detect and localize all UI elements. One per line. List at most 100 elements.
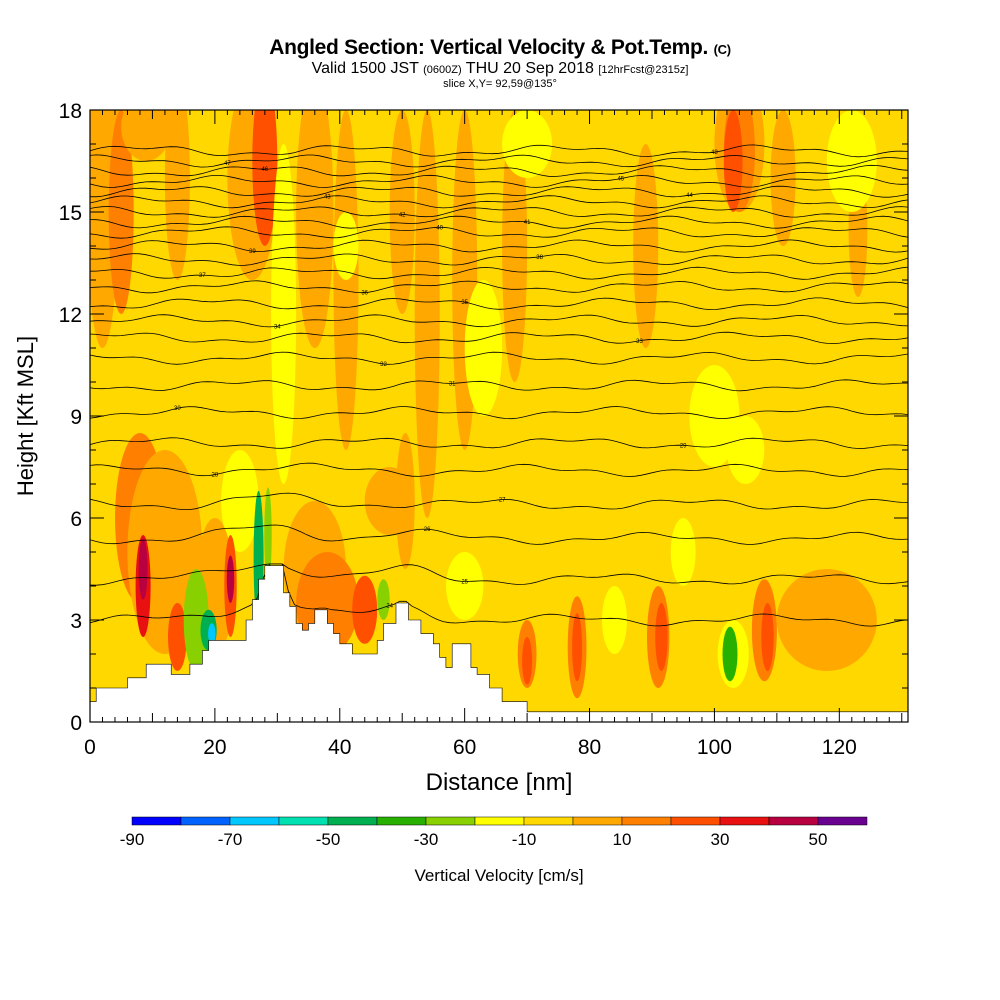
isentrope-label: 34 [274,324,281,330]
isentrope-line [90,154,908,168]
y-tick-label: 18 [59,100,82,123]
isentrope-label: 44 [686,193,693,199]
colorbar-tick-label: 10 [613,830,632,849]
isentrope-line [90,239,908,253]
colorbar-swatch [817,816,868,826]
velocity-cell [633,144,659,348]
velocity-cell [502,110,553,178]
isentrope-label: 31 [449,381,456,387]
velocity-cell [826,110,877,212]
velocity-cell [168,603,187,671]
isentrope-label: 29 [680,443,687,449]
velocity-cell [670,518,696,586]
isentrope-label: 45 [617,177,624,183]
isentrope-line [90,226,908,239]
velocity-cell [364,467,415,535]
x-tick-label: 0 [84,736,96,759]
colorbar-swatch [670,816,721,826]
x-axis-label: Distance [nm] [426,769,573,796]
velocity-cell [164,110,190,280]
colorbar-tick-label: -30 [414,830,439,849]
y-tick-label: 6 [70,508,82,531]
subtitle-valid: Valid 1500 JST [311,60,419,77]
x-tick-label: 20 [203,736,226,759]
colorbar: -90 -70 -50 -30 -10 10 30 50 [120,816,868,849]
slice-info: slice X,Y= 92,59@135° [443,78,557,90]
colorbar-tick-label: -90 [120,830,145,849]
isentrope-line [90,314,908,328]
isentrope-line [90,331,908,345]
chart-title: Angled Section: Vertical Velocity & Pot.… [0,36,1000,60]
isentrope-line [90,351,908,365]
x-tick-label: 80 [578,736,601,759]
isentrope-label: 42 [399,212,406,218]
velocity-cell [377,579,390,620]
isentrope-line [90,524,908,545]
isentrope-label: 36 [361,291,368,297]
y-tick-label: 3 [70,610,82,633]
velocity-cell [208,623,216,644]
velocity-cell [108,110,134,314]
velocity-cell [121,110,172,161]
velocity-cell [221,450,259,552]
chart-subtitle: Valid 1500 JST (0600Z) THU 20 Sep 2018 [… [0,60,1000,78]
velocity-cell [602,586,627,654]
velocity-cell [502,110,528,382]
colorbar-swatch [523,816,574,826]
velocity-cell [572,613,583,682]
isentrope-label: 28 [212,473,219,479]
velocity-cell [264,487,272,583]
velocity-cell [183,569,209,671]
isentrope-label: 32 [380,362,387,368]
isentrope-line [90,174,908,188]
velocity-cell [761,603,774,671]
velocity-cell [389,110,415,314]
colorbar-tick-label: 50 [809,830,828,849]
colorbar-swatch [768,816,819,826]
isentrope-label: 25 [461,580,468,586]
y-tick-label: 0 [70,712,82,735]
isentrope-line [90,492,908,510]
isentrope-line [90,563,908,586]
isentrope-label: 48 [711,150,718,156]
velocity-cell [464,280,503,416]
isentrope-line [90,297,908,311]
velocity-cell [776,569,877,671]
x-tick-label: 100 [697,736,732,759]
isentrope-label: 46 [261,167,268,173]
colorbar-swatch [621,816,672,826]
velocity-cell [138,538,148,600]
isentrope-line [90,406,908,420]
colorbar-swatch [278,816,329,826]
x-tick-label: 120 [822,736,857,759]
colorbar-tick-label: -50 [316,830,341,849]
colorbar-label: Vertical Velocity [cm/s] [414,866,583,885]
isentrope-line [90,185,908,198]
velocity-cell [333,212,359,280]
velocity-cell [271,144,297,484]
isentrope-line [90,215,908,229]
isentrope-contours: 48 47 46 45 44 43 42 41 40 39 38 37 36 35 34 33 32 31 30 29… [90,144,908,627]
isentrope-label: 41 [524,220,531,226]
isentrope-label: 30 [174,406,181,412]
isentrope-label: 37 [199,273,206,279]
colorbar-swatch [376,816,427,826]
velocity-cell [414,110,440,518]
y-tick-label: 9 [70,406,82,429]
velocity-cell [522,637,533,685]
isentrope-line [90,437,908,449]
isentrope-label: 38 [536,255,543,261]
y-tick-label: 12 [59,304,82,327]
isentrope-line [90,164,908,178]
isentrope-label: 26 [424,527,431,533]
isentrope-line [90,563,908,627]
velocity-cell [226,555,235,603]
terrain [90,565,908,722]
isentrope-line [90,144,908,158]
colorbar-swatch [327,816,378,826]
colorbar-swatch [572,816,623,826]
isentrope-line [90,462,908,477]
isentrope-label: 33 [636,339,643,345]
